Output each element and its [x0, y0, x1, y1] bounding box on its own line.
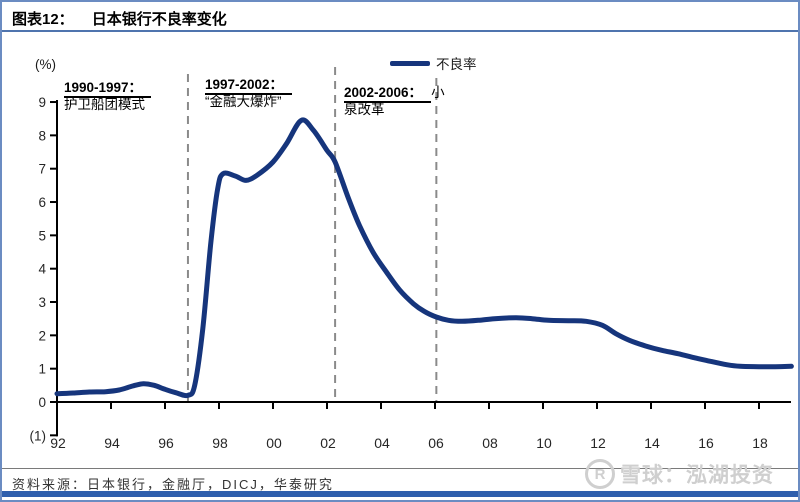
annotation-period-1: 1990-1997： 护卫船团模式 [64, 79, 152, 113]
x-tick-label: 10 [536, 435, 552, 451]
x-tick-label: 08 [482, 435, 498, 451]
annotation-period-2: 1997-2002： “金融大爆炸” [205, 76, 293, 110]
y-tick-label: 3 [38, 295, 46, 310]
y-tick-label: 0 [38, 395, 46, 410]
y-tick-label: 9 [38, 95, 46, 110]
annotation-3-desc: 泉改革 [344, 102, 385, 117]
x-tick-label: 16 [698, 435, 714, 451]
y-tick-label: 6 [38, 195, 46, 210]
watermark-text: 雪球：泓湖投资 [620, 464, 774, 487]
xueqiu-logo-glyph: R [594, 465, 606, 483]
y-tick-label: 1 [38, 362, 46, 377]
y-axis-unit-label: (%) [35, 57, 56, 72]
legend-line-swatch [390, 60, 430, 66]
x-tick-label: 14 [644, 435, 660, 451]
watermark: R 雪球：泓湖投资 [585, 459, 774, 489]
npl-rate-curve [54, 117, 794, 399]
annotation-2-desc: “金融大爆炸” [205, 94, 282, 109]
annotation-1-desc: 护卫船团模式 [64, 97, 145, 112]
x-tick-label: 92 [50, 435, 66, 451]
x-tick-label: 06 [428, 435, 444, 451]
figure-number: 图表12： [12, 11, 74, 28]
y-tick-label: 7 [38, 162, 46, 177]
annotation-3-dates: 2002-2006： [344, 85, 432, 103]
annotation-1-dates: 1990-1997： [64, 80, 152, 98]
x-tick-label: 98 [212, 435, 228, 451]
x-tick-label: 96 [158, 435, 174, 451]
x-tick-label: 02 [320, 435, 336, 451]
chart-legend: 不良率 [390, 53, 477, 73]
x-tick-label: 00 [266, 435, 282, 451]
figure-title: 日本银行不良率变化 [91, 11, 227, 28]
title-divider [2, 30, 798, 32]
legend-series-label: 不良率 [436, 57, 477, 72]
annotation-3-suffix: 小 [431, 85, 445, 100]
y-tick-label: 5 [38, 228, 46, 243]
x-tick-label: 94 [104, 435, 120, 451]
x-tick-label: 04 [374, 435, 390, 451]
y-tick-label: 8 [38, 128, 46, 143]
y-tick-label: 2 [38, 328, 46, 343]
footer-divider [2, 468, 798, 469]
figure-header: 图表12： 日本银行不良率变化 [12, 8, 227, 29]
bottom-border-bar [2, 491, 798, 497]
annotation-period-3: 2002-2006：小 泉改革 [344, 84, 445, 118]
y-tick-label: 4 [38, 262, 46, 277]
xueqiu-logo-icon: R [585, 459, 615, 489]
x-tick-label: 18 [752, 435, 768, 451]
data-source-text: 资料来源：日本银行，金融厅，DICJ，华泰研究 [12, 477, 334, 492]
y-tick-label: (1) [30, 428, 47, 443]
x-tick-label: 12 [590, 435, 606, 451]
annotation-2-dates: 1997-2002： [205, 77, 293, 95]
